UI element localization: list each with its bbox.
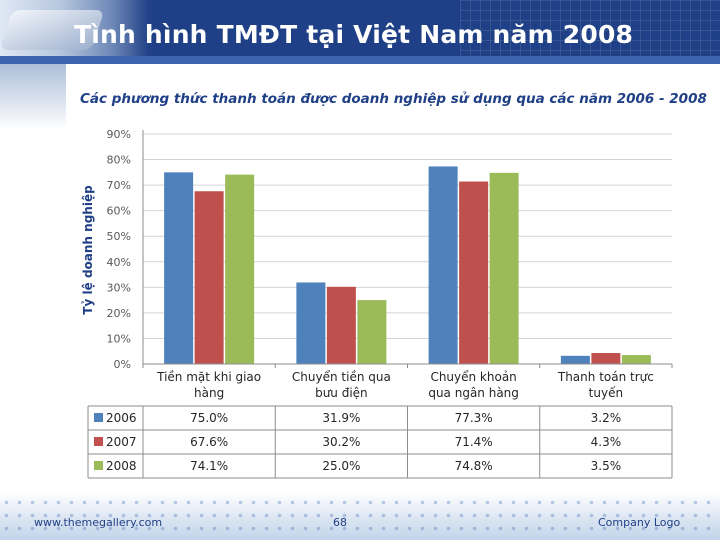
category-label: Chuyển tiền qua: [292, 370, 391, 384]
data-table-cell: 75.0%: [190, 411, 228, 425]
data-table-cell: 30.2%: [322, 435, 360, 449]
slide-footer: [0, 492, 720, 540]
data-table-cell: 74.1%: [190, 459, 228, 473]
bar-2007: [326, 286, 356, 364]
category-label: Tiền mặt khi giao: [156, 370, 261, 384]
header-keyboard-image: [0, 0, 150, 64]
data-table-cell: 74.8%: [455, 459, 493, 473]
bar-2008: [225, 174, 255, 364]
category-label: tuyến: [589, 386, 623, 400]
legend-label-2008: 2008: [106, 459, 137, 473]
category-label: Thanh toán trực: [557, 370, 654, 384]
bar-2007: [459, 181, 489, 364]
y-tick-label: 50%: [107, 230, 131, 243]
page-number: 68: [333, 516, 347, 529]
company-logo-text: Company Logo: [598, 516, 681, 529]
bar-2007: [194, 191, 224, 364]
bar-2008: [621, 355, 651, 364]
footer-website: www.themegallery.com: [34, 516, 163, 529]
legend-swatch-2006: [94, 413, 103, 422]
data-table: 2006 75.0% 31.9% 77.3% 3.2% 2007 67.6% 30.2% 71.…: [87, 405, 673, 479]
slide-title: Tình hình TMĐT tại Việt Nam năm 2008: [74, 20, 634, 49]
legend-swatch-2008: [94, 461, 103, 470]
category-labels: Tiền mặt khi giao hàng Chuyển tiền qua bưu …: [156, 370, 654, 400]
chart-bars: [164, 166, 651, 364]
bar-2006: [560, 355, 590, 364]
chart-axes: [142, 130, 673, 368]
y-tick-label: 10%: [107, 332, 131, 345]
data-table-cell: 77.3%: [455, 411, 493, 425]
y-tick-label: 90%: [107, 128, 131, 141]
category-label: hàng: [194, 386, 224, 400]
bar-2007: [591, 353, 621, 364]
y-tick-label: 30%: [107, 281, 131, 294]
bar-2006: [296, 282, 326, 364]
y-tick-label: 80%: [107, 154, 131, 167]
category-label: Chuyển khoản: [430, 370, 516, 384]
header-grid-pattern: [460, 0, 720, 64]
y-axis-ticks: 0% 10% 20% 30% 40% 50% 60% 70% 80% 90%: [107, 128, 131, 371]
data-table-cell: 71.4%: [455, 435, 493, 449]
data-table-cell: 3.2%: [591, 411, 622, 425]
y-tick-label: 60%: [107, 205, 131, 218]
footer-dot-pattern: [0, 496, 720, 536]
data-table-cell: 31.9%: [322, 411, 360, 425]
y-tick-label: 20%: [107, 307, 131, 320]
data-table-cell: 25.0%: [322, 459, 360, 473]
bar-2006: [428, 166, 458, 364]
chart-title: Các phương thức thanh toán được doanh ng…: [80, 91, 707, 107]
y-tick-label: 0%: [114, 358, 131, 371]
category-label: bưu điện: [315, 386, 368, 400]
header-accent-bar: [0, 56, 720, 64]
data-table-cell: 4.3%: [591, 435, 622, 449]
left-decoration: [0, 64, 66, 130]
data-table-cell: 3.5%: [591, 459, 622, 473]
legend-label-2006: 2006: [106, 411, 137, 425]
legend-swatch-2007: [94, 437, 103, 446]
bar-2006: [164, 172, 194, 364]
y-tick-label: 70%: [107, 179, 131, 192]
category-label: qua ngân hàng: [428, 386, 519, 400]
legend-label-2007: 2007: [106, 435, 137, 449]
bar-2008: [357, 300, 387, 364]
bar-2008: [489, 172, 519, 364]
y-axis-label: Tỷ lệ doanh nghiệp: [81, 185, 95, 315]
data-table-cell: 67.6%: [190, 435, 228, 449]
slide-header: [0, 0, 720, 64]
y-tick-label: 40%: [107, 256, 131, 269]
